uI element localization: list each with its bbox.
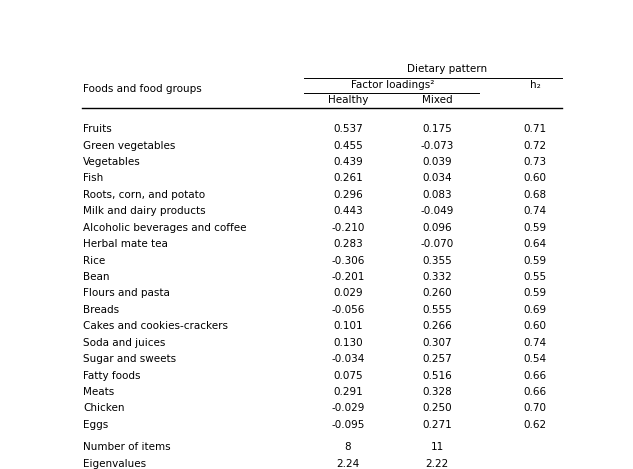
Text: 11: 11 [430, 442, 444, 452]
Text: 0.296: 0.296 [333, 190, 363, 200]
Text: Fatty foods: Fatty foods [83, 371, 141, 381]
Text: -0.210: -0.210 [331, 223, 365, 233]
Text: 0.075: 0.075 [333, 371, 363, 381]
Text: 0.029: 0.029 [333, 288, 363, 298]
Text: Soda and juices: Soda and juices [83, 338, 165, 348]
Text: 0.60: 0.60 [524, 321, 547, 331]
Text: Alcoholic beverages and coffee: Alcoholic beverages and coffee [83, 223, 246, 233]
Text: Milk and dairy products: Milk and dairy products [83, 206, 206, 216]
Text: 0.59: 0.59 [523, 288, 547, 298]
Text: 0.175: 0.175 [422, 124, 452, 134]
Text: Cakes and cookies-crackers: Cakes and cookies-crackers [83, 321, 228, 331]
Text: 0.537: 0.537 [333, 124, 363, 134]
Text: -0.095: -0.095 [331, 420, 365, 430]
Text: 0.74: 0.74 [523, 206, 547, 216]
Text: Fruits: Fruits [83, 124, 112, 134]
Text: 0.71: 0.71 [523, 124, 547, 134]
Text: 0.55: 0.55 [523, 272, 547, 282]
Text: -0.056: -0.056 [331, 305, 365, 315]
Text: 0.455: 0.455 [333, 141, 363, 151]
Text: 0.70: 0.70 [524, 403, 547, 414]
Text: Green vegetables: Green vegetables [83, 141, 175, 151]
Text: Foods and food groups: Foods and food groups [83, 83, 202, 94]
Text: 0.250: 0.250 [422, 403, 452, 414]
Text: 0.130: 0.130 [333, 338, 363, 348]
Text: 0.68: 0.68 [523, 190, 547, 200]
Text: Roots, corn, and potato: Roots, corn, and potato [83, 190, 205, 200]
Text: Vegetables: Vegetables [83, 157, 141, 167]
Text: 0.60: 0.60 [524, 174, 547, 183]
Text: -0.029: -0.029 [331, 403, 365, 414]
Text: Chicken: Chicken [83, 403, 125, 414]
Text: Bean: Bean [83, 272, 110, 282]
Text: Sugar and sweets: Sugar and sweets [83, 354, 176, 364]
Text: Herbal mate tea: Herbal mate tea [83, 239, 168, 249]
Text: 0.266: 0.266 [422, 321, 452, 331]
Text: 0.439: 0.439 [333, 157, 363, 167]
Text: 0.034: 0.034 [422, 174, 452, 183]
Text: Healthy: Healthy [328, 95, 368, 105]
Text: 0.443: 0.443 [333, 206, 363, 216]
Text: 8: 8 [344, 442, 351, 452]
Text: Dietary pattern: Dietary pattern [406, 63, 487, 74]
Text: Flours and pasta: Flours and pasta [83, 288, 170, 298]
Text: 0.257: 0.257 [422, 354, 452, 364]
Text: 0.355: 0.355 [422, 256, 452, 265]
Text: Mixed: Mixed [422, 95, 453, 105]
Text: 0.62: 0.62 [523, 420, 547, 430]
Text: 0.59: 0.59 [523, 223, 547, 233]
Text: Number of items: Number of items [83, 442, 171, 452]
Text: 0.72: 0.72 [523, 141, 547, 151]
Text: 0.516: 0.516 [422, 371, 452, 381]
Text: 0.083: 0.083 [422, 190, 452, 200]
Text: Rice: Rice [83, 256, 105, 265]
Text: Eigenvalues: Eigenvalues [83, 459, 146, 469]
Text: -0.073: -0.073 [420, 141, 454, 151]
Text: -0.070: -0.070 [420, 239, 454, 249]
Text: 0.66: 0.66 [523, 371, 547, 381]
Text: 0.096: 0.096 [422, 223, 452, 233]
Text: Factor loadings²: Factor loadings² [351, 80, 434, 90]
Text: 0.66: 0.66 [523, 387, 547, 397]
Text: 0.261: 0.261 [333, 174, 363, 183]
Text: 2.22: 2.22 [425, 459, 449, 469]
Text: 0.74: 0.74 [523, 338, 547, 348]
Text: 0.332: 0.332 [422, 272, 452, 282]
Text: 0.260: 0.260 [422, 288, 452, 298]
Text: Breads: Breads [83, 305, 119, 315]
Text: Eggs: Eggs [83, 420, 108, 430]
Text: Fish: Fish [83, 174, 103, 183]
Text: 0.73: 0.73 [523, 157, 547, 167]
Text: 0.283: 0.283 [333, 239, 363, 249]
Text: 0.54: 0.54 [523, 354, 547, 364]
Text: 2.24: 2.24 [336, 459, 360, 469]
Text: 0.291: 0.291 [333, 387, 363, 397]
Text: -0.306: -0.306 [331, 256, 365, 265]
Text: 0.039: 0.039 [422, 157, 452, 167]
Text: 0.328: 0.328 [422, 387, 452, 397]
Text: Meats: Meats [83, 387, 115, 397]
Text: 0.271: 0.271 [422, 420, 452, 430]
Text: 0.59: 0.59 [523, 256, 547, 265]
Text: 0.307: 0.307 [422, 338, 452, 348]
Text: 0.555: 0.555 [422, 305, 452, 315]
Text: 0.101: 0.101 [333, 321, 363, 331]
Text: -0.034: -0.034 [331, 354, 365, 364]
Text: h₂: h₂ [530, 80, 541, 90]
Text: -0.201: -0.201 [331, 272, 365, 282]
Text: -0.049: -0.049 [420, 206, 454, 216]
Text: 0.69: 0.69 [523, 305, 547, 315]
Text: 0.64: 0.64 [523, 239, 547, 249]
